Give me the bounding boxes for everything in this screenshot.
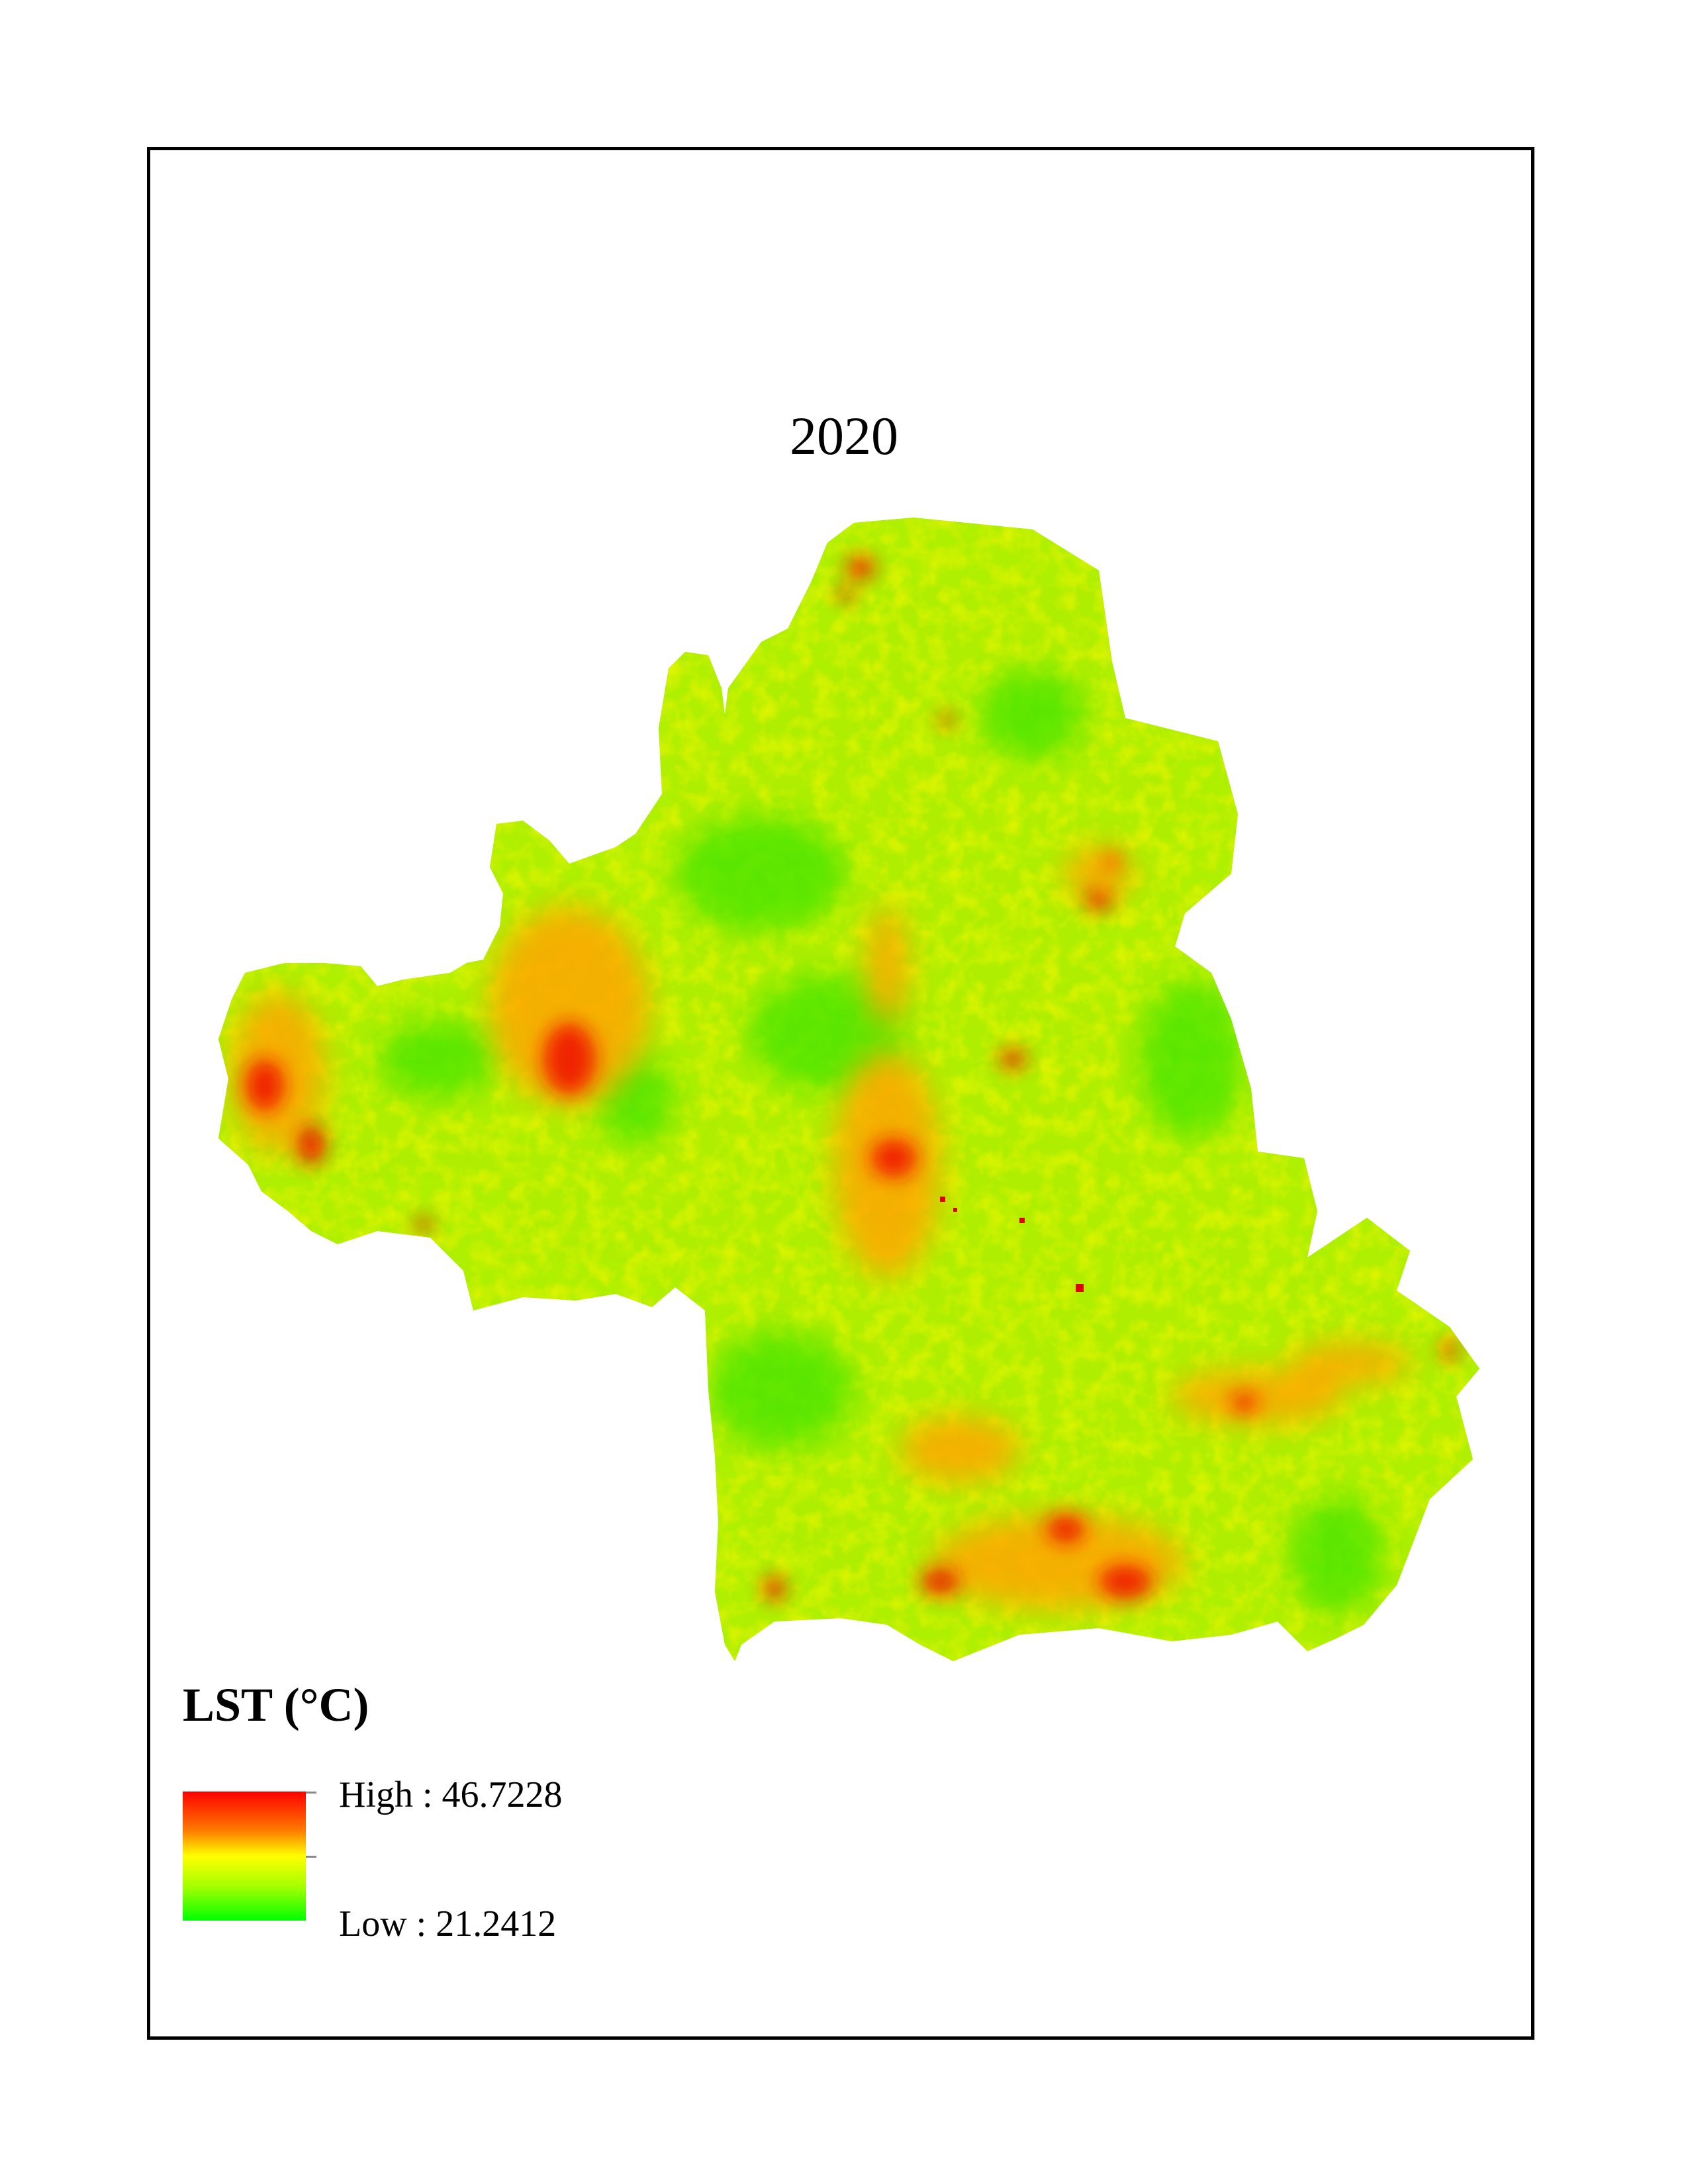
- legend-high-label: High : 46.7228: [339, 1774, 563, 1815]
- legend-high-tick: [306, 1792, 316, 1794]
- hot-pixels: [940, 1197, 1084, 1292]
- lst-raster: [218, 518, 1479, 1661]
- map-title: 2020: [790, 406, 898, 466]
- legend-mid-tick: [306, 1856, 316, 1858]
- map-frame: [147, 147, 1534, 2040]
- legend-low-label: Low : 21.2412: [339, 1903, 557, 1944]
- legend-title: LST (°C): [183, 1678, 369, 1731]
- legend-color-ramp: [183, 1792, 306, 1921]
